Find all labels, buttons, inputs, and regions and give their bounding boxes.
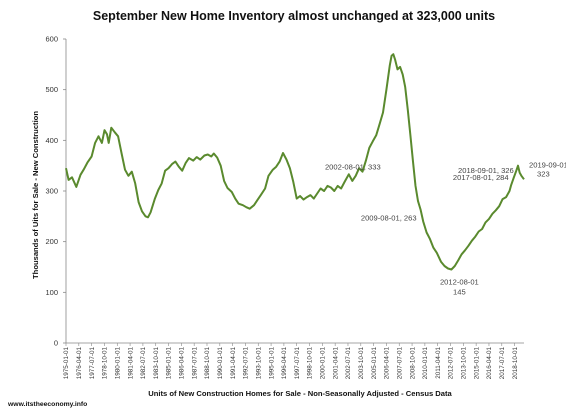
- x-tick-label: 2000-01-01: [320, 347, 327, 380]
- x-tick-label: 1977-07-01: [89, 347, 96, 380]
- x-tick-label: 1987-07-01: [191, 347, 198, 380]
- data-label: 2009-08-01, 263: [361, 214, 417, 223]
- x-tick-label: 1998-10-01: [307, 347, 314, 380]
- x-tick-label: 1982-07-01: [140, 347, 147, 380]
- x-tick-label: 1992-07-01: [243, 347, 250, 380]
- x-tick-label: 1976-04-01: [76, 347, 83, 380]
- x-tick-label: 2006-04-01: [384, 347, 391, 380]
- x-tick-label: 2005-01-01: [371, 347, 378, 380]
- y-tick-label: 300: [45, 187, 58, 196]
- x-tick-label: 2001-04-01: [332, 347, 339, 380]
- data-label: 2017-08-01, 284: [453, 173, 509, 182]
- data-label: 2019-09-01: [529, 160, 566, 169]
- x-tick-label: 2008-10-01: [409, 347, 416, 380]
- x-tick-label: 1981-04-01: [127, 347, 134, 380]
- x-tick-label: 2003-10-01: [358, 347, 365, 380]
- x-tick-label: 1990-01-01: [217, 347, 224, 380]
- y-axis: 0 100 200 300 400 500 600: [45, 35, 67, 348]
- y-tick-label: 0: [54, 339, 58, 348]
- chart-title: September New Home Inventory almost unch…: [93, 9, 495, 23]
- x-tick-label: 2010-01-01: [422, 347, 429, 380]
- x-tick-label: 2013-10-01: [461, 347, 468, 380]
- y-axis-title: Thousands of Uits for Sale - New Constru…: [31, 111, 40, 279]
- x-tick-label: 2007-07-01: [396, 347, 403, 380]
- x-tick-label: 2018-10-01: [512, 347, 519, 380]
- x-axis: 1975-01-01 1976-04-01 1977-07-01 1978-10-01…: [63, 342, 524, 380]
- x-tick-label: 2017-07-01: [499, 347, 506, 380]
- x-tick-label: 2015-01-01: [473, 347, 480, 380]
- x-tick-label: 1988-10-01: [204, 347, 211, 380]
- data-label: 323: [537, 169, 550, 178]
- x-tick-label: 2011-04-01: [435, 347, 442, 379]
- x-tick-label: 1991-04-01: [230, 347, 237, 380]
- source-credit: www.itstheeconomy.info: [7, 401, 87, 408]
- x-tick-label: 1983-10-01: [153, 347, 160, 380]
- x-tick-label: 1996-04-01: [281, 347, 288, 380]
- y-tick-label: 100: [45, 288, 58, 297]
- x-tick-label: 2012-07-01: [448, 347, 455, 380]
- inventory-series-line: [65, 53, 525, 271]
- y-tick-label: 400: [45, 136, 58, 145]
- x-axis-title: Units of New Construction Homes for Sale…: [148, 389, 452, 398]
- data-label: 2012-08-01: [440, 278, 479, 287]
- data-label: 2002-08-01, 333: [325, 162, 381, 171]
- x-tick-label: 1986-04-01: [179, 347, 186, 380]
- y-tick-label: 200: [45, 237, 58, 246]
- x-tick-label: 1980-01-01: [114, 347, 121, 380]
- x-tick-label: 2002-07-01: [345, 347, 352, 380]
- x-tick-label: 1993-10-01: [255, 347, 262, 380]
- y-tick-label: 600: [45, 35, 58, 44]
- x-tick-label: 1975-01-01: [63, 347, 70, 380]
- x-tick-label: 1978-10-01: [102, 347, 109, 380]
- x-tick-label: 1995-01-01: [268, 347, 275, 380]
- y-tick-label: 500: [45, 85, 58, 94]
- x-tick-label: 1997-07-01: [294, 347, 301, 380]
- data-label: 2018-09-01, 326: [458, 166, 514, 175]
- data-label: 145: [453, 288, 466, 297]
- annotations: 2002-08-01, 333 2009-08-01, 263 2012-08-01…: [325, 160, 566, 296]
- x-tick-label: 2016-04-01: [486, 347, 493, 380]
- x-tick-label: 1985-01-01: [166, 347, 173, 380]
